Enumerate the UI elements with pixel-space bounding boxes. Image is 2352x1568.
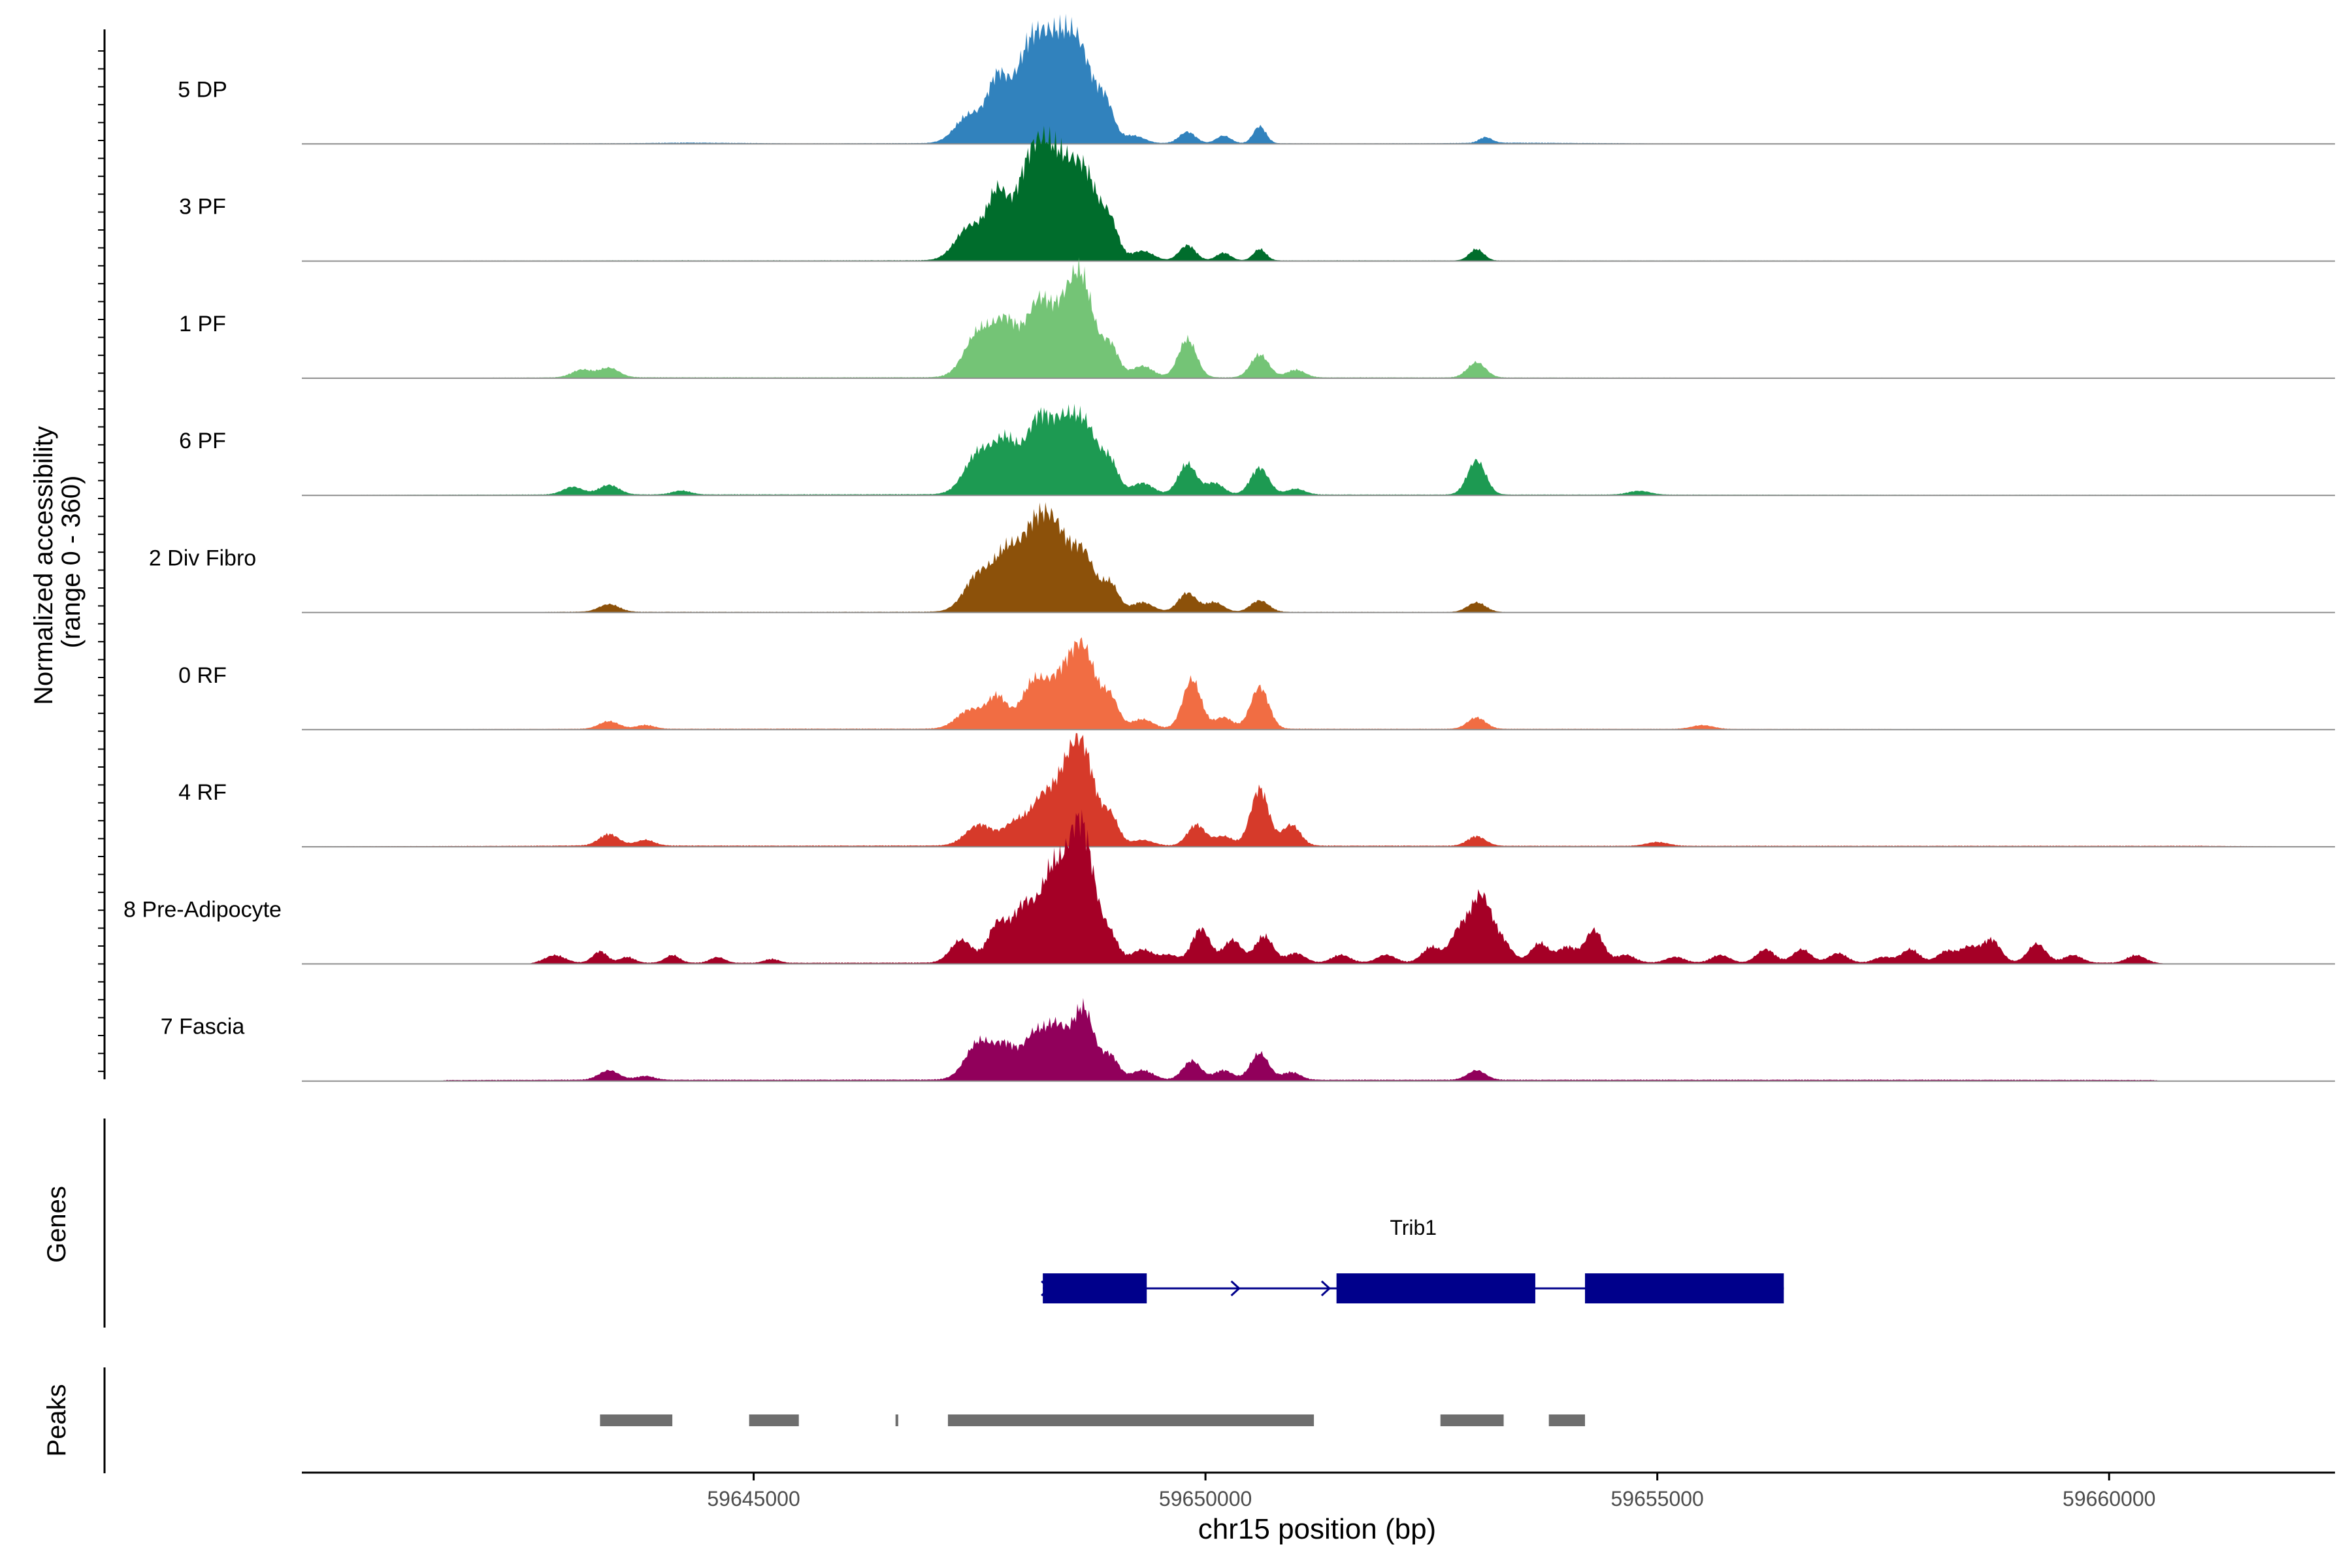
coverage-area xyxy=(302,404,2335,496)
x-tick-label: 59655000 xyxy=(1610,1487,1703,1511)
gene-track: Trib1 xyxy=(1041,1216,1784,1303)
track-5-dp: 5 DP xyxy=(178,14,2335,145)
coverage-area xyxy=(302,14,2335,144)
gene-exon xyxy=(1043,1273,1147,1303)
track-7-fascia: 7 Fascia xyxy=(161,998,2335,1082)
peak-track xyxy=(600,1414,1586,1426)
peak-region xyxy=(1548,1414,1586,1426)
track-3-pf: 3 PF xyxy=(179,125,2335,262)
y-axis-label-line2: (range 0 - 360) xyxy=(57,476,86,649)
track-label: 5 DP xyxy=(178,77,227,102)
coverage-tracks: 5 DP 3 PF 1 PF 6 PF 2 Div Fibro 0 RF 4 RF 8 Pre… xyxy=(123,14,2335,1082)
genes-axis-label: Genes xyxy=(42,1186,71,1263)
track-4-rf: 4 RF xyxy=(178,733,2335,848)
peak-region xyxy=(947,1414,1315,1426)
peak-region xyxy=(600,1414,673,1426)
coverage-area xyxy=(302,502,2335,613)
coverage-area xyxy=(302,257,2335,378)
track-label: 3 PF xyxy=(179,195,226,220)
x-tick-label: 59650000 xyxy=(1159,1487,1252,1511)
coverage-axis-ticks xyxy=(98,50,105,1072)
x-axis-ticks: 59645000 59650000 59655000 59660000 xyxy=(707,1473,2155,1511)
coverage-area xyxy=(302,733,2335,847)
track-1-pf: 1 PF xyxy=(179,257,2335,379)
x-axis: 59645000 59650000 59655000 59660000 xyxy=(302,1471,2335,1511)
strand-arrow-icon xyxy=(1041,1280,1051,1297)
peaks-axis-label: Peaks xyxy=(42,1384,71,1456)
peak-region xyxy=(1440,1414,1504,1426)
gene-label: Trib1 xyxy=(1390,1216,1437,1239)
track-label: 1 PF xyxy=(179,312,226,336)
track-2-div-fibro: 2 Div Fibro xyxy=(149,502,2335,613)
gene-exon xyxy=(1585,1273,1784,1303)
gene-trib1: Trib1 xyxy=(1041,1216,1784,1303)
peak-region xyxy=(749,1414,799,1426)
coverage-area xyxy=(302,637,2335,730)
track-label: 8 Pre-Adipocyte xyxy=(123,897,282,922)
track-0-rf: 0 RF xyxy=(178,637,2335,730)
coverage-area xyxy=(302,809,2335,964)
gene-exon xyxy=(1336,1273,1535,1303)
y-axis-label: Normalized accessibility (range 0 - 360) xyxy=(29,419,86,705)
coverage-y-axis xyxy=(98,29,106,1079)
x-tick-label: 59660000 xyxy=(2063,1487,2155,1511)
x-axis-label: chr15 position (bp) xyxy=(1198,1513,1436,1545)
coverage-area xyxy=(302,125,2335,261)
track-label: 2 Div Fibro xyxy=(149,546,256,571)
y-axis-label-line1: Normalized accessibility xyxy=(29,426,58,705)
x-tick-label: 59645000 xyxy=(707,1487,800,1511)
track-label: 0 RF xyxy=(178,663,227,688)
strand-arrow-icon xyxy=(1230,1280,1241,1297)
peak-region xyxy=(895,1414,898,1426)
track-8-pre-adipocyte: 8 Pre-Adipocyte xyxy=(123,809,2335,965)
strand-arrow-icon xyxy=(1320,1280,1331,1297)
track-label: 7 Fascia xyxy=(161,1015,245,1039)
coverage-area xyxy=(302,998,2335,1081)
track-label: 4 RF xyxy=(178,780,227,805)
track-label: 6 PF xyxy=(179,429,226,453)
track-6-pf: 6 PF xyxy=(179,404,2335,497)
